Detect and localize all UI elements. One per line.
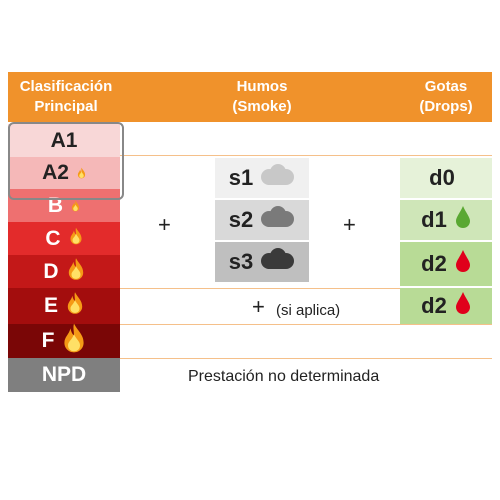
smoke-cloud-icon xyxy=(259,247,295,277)
class-e-cell: E xyxy=(8,288,120,324)
header-classification: Clasificación Principal xyxy=(8,72,124,122)
class-c-cell: C xyxy=(8,222,120,255)
smoke-s3-cell: s3 xyxy=(215,242,309,282)
class-a1-cell: A1 xyxy=(8,124,120,157)
flame-icon xyxy=(66,291,84,321)
header-classification-line1: Clasificación xyxy=(19,78,113,95)
flame-icon xyxy=(62,322,86,360)
drops-label: d2 xyxy=(421,251,447,276)
drops-label: d0 xyxy=(429,165,455,190)
header-drops-line1: Gotas xyxy=(424,78,468,95)
smoke-s2-cell: s2 xyxy=(215,200,309,240)
smoke-label: s1 xyxy=(228,165,254,190)
highlight-frame-a1-a2 xyxy=(8,122,124,200)
drops-d2-cell: d2 xyxy=(400,288,492,324)
row-divider xyxy=(8,324,492,325)
droplet-icon xyxy=(455,249,471,279)
drops-label: d2 xyxy=(421,293,447,318)
class-label: F xyxy=(41,329,55,352)
row-divider xyxy=(8,358,492,359)
droplet-icon xyxy=(455,291,471,321)
class-label: E xyxy=(43,294,58,317)
header-drops: Gotas (Drops) xyxy=(400,72,492,122)
class-label: A1 xyxy=(50,128,78,152)
class-label: D xyxy=(43,259,59,283)
plus-sign: + xyxy=(158,212,171,237)
header-drops-line2: (Drops) xyxy=(419,98,473,115)
header-smoke-line1: Humos xyxy=(236,78,288,95)
class-label: NPD xyxy=(41,363,87,386)
row-divider xyxy=(8,155,492,156)
smoke-label: s2 xyxy=(228,207,254,232)
classification-table: Clasificación Principal Humos (Smoke) Go… xyxy=(8,72,492,394)
class-label: A2 xyxy=(42,161,69,184)
drops-d2-cell: d2 xyxy=(400,242,492,286)
droplet-icon xyxy=(455,205,471,235)
class-a2-cell: A2 xyxy=(8,157,120,189)
class-d-cell: D xyxy=(8,255,120,288)
class-npd-cell: NPD xyxy=(8,358,120,392)
drops-d1-cell: d1 xyxy=(400,200,492,240)
header-smoke-line2: (Smoke) xyxy=(232,98,292,115)
plus-sign: + xyxy=(252,294,265,319)
npd-description: Prestación no determinada xyxy=(188,368,380,385)
smoke-cloud-icon xyxy=(259,163,295,193)
drops-label: d1 xyxy=(421,207,447,232)
header-smoke: Humos (Smoke) xyxy=(124,72,400,122)
class-f-cell: F xyxy=(8,322,120,360)
flame-icon xyxy=(67,257,85,287)
row-divider xyxy=(8,288,492,289)
header-classification-line2: Principal xyxy=(34,98,98,115)
smoke-label: s3 xyxy=(228,249,254,274)
flame-icon xyxy=(69,227,83,251)
applies-note: (si aplica) xyxy=(276,302,341,319)
class-label: C xyxy=(45,226,61,250)
smoke-s1-cell: s1 xyxy=(215,158,309,198)
drops-d0-cell: d0 xyxy=(400,158,492,198)
flame-icon xyxy=(71,194,80,218)
flame-icon xyxy=(77,161,86,185)
plus-sign: + xyxy=(343,212,356,237)
smoke-cloud-icon xyxy=(259,205,295,235)
